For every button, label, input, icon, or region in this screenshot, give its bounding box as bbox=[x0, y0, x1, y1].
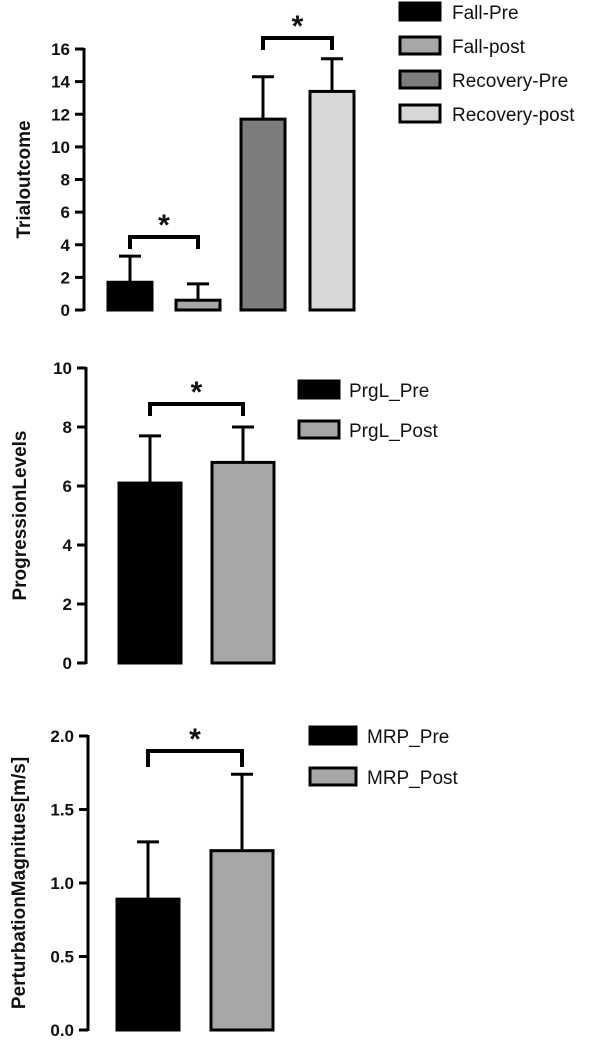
legend-swatch-Recovery-Pre bbox=[398, 69, 442, 90]
bar-PrgL_Pre bbox=[117, 481, 183, 665]
significance-bracket bbox=[146, 749, 244, 767]
bar-MRP_Post bbox=[209, 849, 275, 1032]
significance-bracket bbox=[148, 402, 245, 416]
legend-swatch-Fall-Pre bbox=[398, 1, 442, 22]
bar-Recovery-post bbox=[308, 89, 356, 312]
bar-Fall-post bbox=[174, 298, 222, 312]
legend-swatch-PrgL_Pre bbox=[297, 379, 341, 400]
significance-bracket bbox=[261, 36, 334, 50]
y-axis-label: ProgressionLevels bbox=[10, 430, 31, 600]
y-axis-label: Trialoutcome bbox=[14, 120, 35, 238]
legend-label-Recovery-post: Recovery-post bbox=[452, 105, 575, 126]
legend-swatch-MRP_Post bbox=[308, 766, 358, 787]
significance-star: * bbox=[191, 376, 203, 409]
y-tick-label: 4 bbox=[63, 536, 73, 555]
y-tick-label: 2 bbox=[61, 268, 70, 287]
bar-Recovery-Pre bbox=[239, 117, 287, 312]
significance-bracket bbox=[128, 235, 200, 249]
y-tick-label: 6 bbox=[63, 477, 72, 496]
legend-swatch-PrgL_Post bbox=[297, 419, 341, 440]
legend-label-PrgL_Post: PrgL_Post bbox=[349, 421, 438, 442]
y-tick-label: 4 bbox=[61, 236, 71, 255]
y-tick-label: 0 bbox=[63, 654, 72, 673]
bar-MRP_Pre bbox=[115, 897, 181, 1032]
legend-swatch-Recovery-post bbox=[398, 103, 442, 124]
y-tick-label: 1.0 bbox=[50, 874, 74, 893]
y-tick-label: 8 bbox=[63, 418, 72, 437]
significance-star: * bbox=[189, 723, 201, 756]
bar-Fall-Pre bbox=[106, 280, 154, 312]
y-tick-label: 0 bbox=[61, 301, 70, 320]
chart-panel-2: 0 2 4 6 8 10 ProgressionLevels * PrgL_Pre PrgL_Po… bbox=[10, 359, 438, 673]
legend-swatch-Fall-post bbox=[398, 35, 442, 56]
y-tick-label: 1.5 bbox=[50, 801, 74, 820]
legend-label-Fall-post: Fall-post bbox=[452, 37, 526, 58]
y-axis-label: PerturbationMagnitues[m/s] bbox=[9, 757, 30, 1009]
y-tick-label: 16 bbox=[51, 40, 70, 59]
significance-star: * bbox=[158, 209, 170, 242]
legend-swatch-MRP_Pre bbox=[308, 725, 358, 746]
legend-label-MRP_Pre: MRP_Pre bbox=[367, 727, 449, 748]
legend-label-Recovery-Pre: Recovery-Pre bbox=[452, 71, 568, 92]
y-tick-label: 0.5 bbox=[50, 948, 74, 967]
y-tick-label: 2 bbox=[63, 595, 72, 614]
significance-star: * bbox=[292, 10, 304, 43]
y-tick-label: 12 bbox=[51, 105, 70, 124]
y-tick-label: 10 bbox=[51, 138, 70, 157]
y-tick-label: 10 bbox=[53, 359, 72, 378]
chart-panel-3: 0.0 0.5 1.0 1.5 2.0 PerturbationMagnitues[m/s… bbox=[9, 723, 459, 1040]
y-tick-label: 14 bbox=[51, 73, 70, 92]
legend-label-MRP_Post: MRP_Post bbox=[367, 768, 459, 789]
y-tick-label: 0.0 bbox=[50, 1021, 74, 1040]
legend-label-PrgL_Pre: PrgL_Pre bbox=[349, 381, 429, 402]
bar-PrgL_Post bbox=[210, 460, 276, 665]
chart-panel-1: 0 2 4 6 8 10 12 14 16 Trialoutcome * * Fall-Pre Fall-… bbox=[14, 1, 575, 320]
legend-label-Fall-Pre: Fall-Pre bbox=[452, 3, 519, 24]
y-tick-label: 8 bbox=[61, 171, 70, 190]
y-tick-label: 2.0 bbox=[50, 727, 74, 746]
y-tick-label: 6 bbox=[61, 203, 70, 222]
